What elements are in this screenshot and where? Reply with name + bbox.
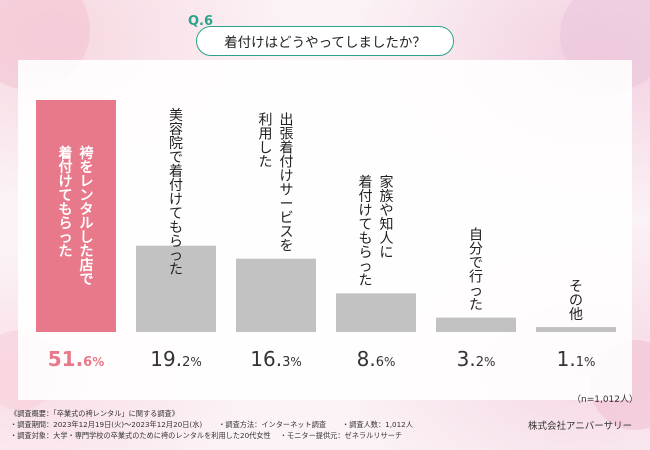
footer-line-1: 《調査概要：「卒業式の袴レンタル」に関する調査》 xyxy=(10,409,179,418)
category-label: 着付けてもらった xyxy=(359,175,373,289)
sample-size: （n=1,012人） xyxy=(572,395,639,405)
category-label: 袴をレンタルした店で xyxy=(80,145,95,288)
category-label: その他 xyxy=(569,279,583,323)
footer-method: ・調査方法：インターネット調査 xyxy=(218,420,327,429)
footer-line-3: ・調査対象：大学・専門学校の卒業式のために袴のレンタルを利用した20代女性 ・モ… xyxy=(10,430,413,441)
category-label: 美容院で着付けてもらった xyxy=(169,108,183,278)
footer-count: ・調査人数：1,012人 xyxy=(342,420,413,429)
category-label: 家族や知人に xyxy=(380,174,394,261)
footer-period: ・調査期間：2023年12月19日(火)〜2023年12月20日(水) xyxy=(10,420,203,429)
category-label: 利用した xyxy=(259,113,273,171)
footer-provider: ・モニター提供元：ゼネラルリサーチ xyxy=(279,431,403,440)
footer-target: ・調査対象：大学・専門学校の卒業式のために袴のレンタルを利用した20代女性 xyxy=(10,431,271,440)
footer-line-2: ・調査期間：2023年12月19日(火)〜2023年12月20日(水) ・調査方… xyxy=(10,419,413,430)
company-name: 株式会社アニバーサリー xyxy=(528,421,633,432)
bar xyxy=(536,327,616,332)
question-box: 着付けはどうやってしましたか？ xyxy=(196,26,454,56)
value-label: 16.3% xyxy=(250,347,302,371)
bar xyxy=(236,258,316,332)
bar xyxy=(36,100,116,332)
question-text: 着付けはどうやってしましたか？ xyxy=(224,35,426,51)
value-label: 8.6% xyxy=(357,347,396,371)
category-label: 出張着付けサービスを xyxy=(280,113,294,255)
survey-footer: 《調査概要：「卒業式の袴レンタル」に関する調査》 ・調査期間：2023年12月1… xyxy=(10,408,413,441)
value-label: 51.6% xyxy=(48,347,105,371)
value-label: 1.1% xyxy=(557,347,596,371)
bar xyxy=(136,245,216,332)
value-label: 19.2% xyxy=(150,347,202,371)
category-label: 自分で行った xyxy=(469,228,483,314)
question-number: Q.6 xyxy=(188,14,214,29)
chart-panel xyxy=(18,60,632,400)
bar xyxy=(436,317,516,332)
bar xyxy=(336,293,416,332)
category-label: 着付けてもらった xyxy=(58,145,73,260)
value-label: 3.2% xyxy=(457,347,496,371)
